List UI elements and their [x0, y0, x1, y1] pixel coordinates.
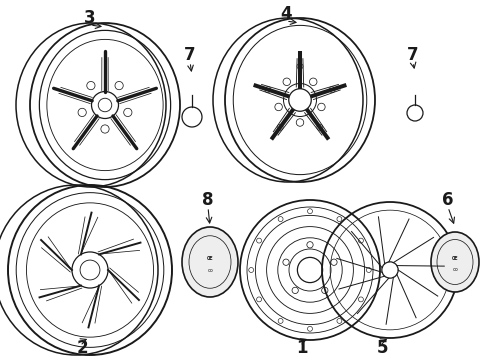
Text: 1: 1 — [296, 339, 308, 357]
Text: 2: 2 — [76, 339, 88, 357]
Text: 4: 4 — [280, 5, 292, 23]
Ellipse shape — [182, 227, 238, 297]
Text: 7: 7 — [184, 46, 196, 64]
Text: 3: 3 — [84, 9, 96, 27]
Text: OE: OE — [452, 256, 458, 261]
Text: 8: 8 — [202, 191, 214, 209]
Text: 5: 5 — [376, 339, 388, 357]
Text: OE: OE — [207, 256, 213, 261]
Text: 6: 6 — [442, 191, 454, 209]
Text: oo: oo — [452, 267, 458, 272]
Ellipse shape — [431, 232, 479, 292]
Text: oo: oo — [207, 268, 213, 273]
Text: 7: 7 — [407, 46, 419, 64]
